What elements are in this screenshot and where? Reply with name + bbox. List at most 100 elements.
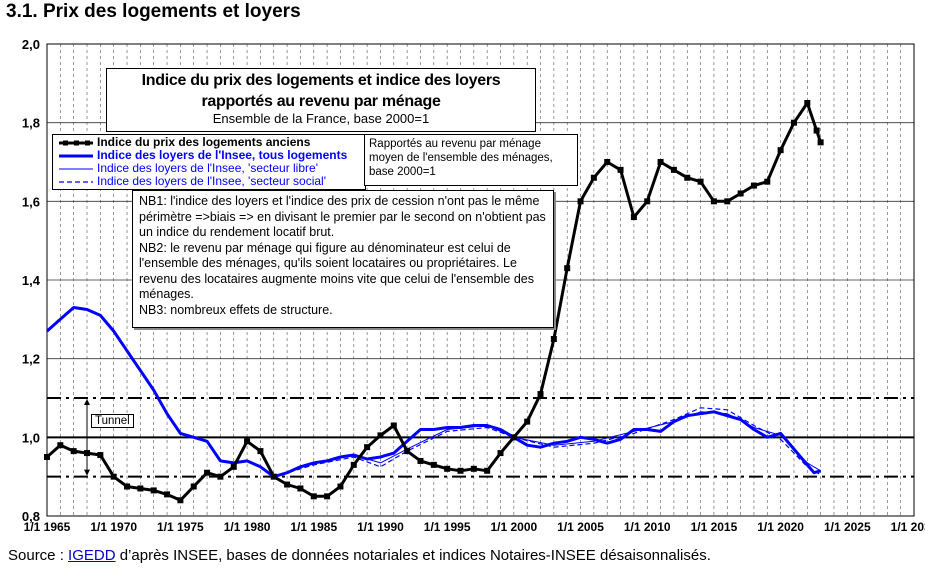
data-point-prix xyxy=(764,178,771,185)
data-point-prix xyxy=(364,444,371,451)
source-link[interactable]: IGEDD xyxy=(68,547,116,564)
data-point-prix xyxy=(190,483,197,490)
x-tick-label: 1/1 2015 xyxy=(691,520,738,534)
data-point-prix xyxy=(137,485,144,492)
series-line-3 xyxy=(273,407,821,478)
data-point-prix xyxy=(684,174,691,181)
source-prefix: Source : xyxy=(8,547,69,564)
data-point-prix xyxy=(44,454,50,460)
data-point-prix xyxy=(657,159,664,165)
data-point-prix xyxy=(550,336,557,342)
x-tick-label: 1/1 1975 xyxy=(157,520,204,534)
x-tick-label: 1/1 2000 xyxy=(490,520,537,534)
data-point-prix xyxy=(310,493,317,500)
data-point-prix xyxy=(670,166,677,173)
x-tick-label: 1/1 1995 xyxy=(424,520,471,534)
data-point-prix xyxy=(470,465,477,472)
chart-title-box: Indice du prix des logements et indice d… xyxy=(106,68,536,132)
source-note: Source : IGEDD d’après INSEE, bases de d… xyxy=(8,547,711,564)
data-point-prix xyxy=(244,438,251,445)
chart-title-line3: Ensemble de la France, base 2000=1 xyxy=(212,111,430,126)
tunnel-arrow-head-up xyxy=(84,399,90,405)
legend: Indice du prix des logements anciens Ind… xyxy=(52,134,366,190)
data-point-prix xyxy=(444,465,451,472)
data-point-prix xyxy=(57,442,64,449)
data-point-prix xyxy=(257,448,264,455)
source-suffix: d’après INSEE, bases de données notarial… xyxy=(115,547,711,564)
legend-swatch-libre xyxy=(59,168,93,170)
data-point-prix xyxy=(110,473,117,480)
data-point-prix xyxy=(644,198,651,205)
data-point-prix xyxy=(813,127,820,134)
data-point-prix xyxy=(404,448,411,455)
data-point-prix xyxy=(484,467,491,474)
x-tick-label: 1/1 2010 xyxy=(624,520,671,534)
data-point-prix xyxy=(430,461,437,468)
x-tick-label: 1/1 2025 xyxy=(824,520,871,534)
x-tick-label: 1/1 1985 xyxy=(290,520,337,534)
data-point-prix xyxy=(390,422,397,429)
y-tick-label: 1,2 xyxy=(22,352,40,367)
data-point-prix xyxy=(377,432,384,439)
tunnel-arrow-head-down xyxy=(84,469,90,476)
data-point-prix xyxy=(510,434,517,441)
data-point-prix xyxy=(790,119,797,126)
legend-swatch-loyers xyxy=(59,154,93,158)
data-point-prix xyxy=(297,485,304,492)
data-point-prix xyxy=(577,198,584,205)
notes-box: NB1: l'indice des loyers et l'indice des… xyxy=(132,190,554,328)
y-tick-label: 1,0 xyxy=(22,430,40,445)
plot-frame xyxy=(46,43,915,517)
x-tick-label: 1/1 2020 xyxy=(757,520,804,534)
data-point-prix xyxy=(617,166,624,173)
y-tick-label: 1,6 xyxy=(22,194,40,209)
data-point-prix xyxy=(337,483,344,490)
data-point-prix xyxy=(524,418,531,425)
data-point-prix xyxy=(164,491,171,498)
y-tick-label: 2,0 xyxy=(22,37,40,52)
tunnel-label: Tunnel xyxy=(91,414,134,428)
data-point-prix xyxy=(417,457,424,464)
data-point-prix xyxy=(604,159,611,165)
x-tick-label: 1/1 2030 xyxy=(891,520,925,534)
data-point-prix xyxy=(750,182,757,189)
data-point-prix xyxy=(350,461,357,468)
x-tick-label: 1/1 2005 xyxy=(557,520,604,534)
data-point-prix xyxy=(710,198,717,205)
note-revenu: Rapportés au revenu par ménage moyen de … xyxy=(364,134,578,186)
x-tick-label: 1/1 1970 xyxy=(90,520,137,534)
data-point-prix xyxy=(70,448,77,455)
data-point-prix xyxy=(457,467,464,474)
data-point-prix xyxy=(590,174,597,181)
data-point-prix xyxy=(697,178,704,185)
data-point-prix xyxy=(270,473,277,480)
series-line-2 xyxy=(273,411,821,478)
data-point-prix xyxy=(324,493,331,500)
data-point-prix xyxy=(124,483,131,490)
page-title: 3.1. Prix des logements et loyers xyxy=(6,1,301,22)
data-point-prix xyxy=(84,450,91,457)
x-tick-label: 1/1 1980 xyxy=(224,520,271,534)
data-point-prix xyxy=(724,198,731,205)
y-tick-label: 0,8 xyxy=(22,509,40,524)
data-point-prix xyxy=(777,147,784,154)
chart-title-line2: rapportés au revenu par ménage xyxy=(201,93,441,110)
note-nb1: NB1: l'indice des loyers et l'indice des… xyxy=(139,194,546,239)
data-point-prix xyxy=(537,391,544,398)
data-point-prix xyxy=(284,481,291,488)
legend-label-prix: Indice du prix des logements anciens xyxy=(97,135,311,149)
data-point-prix xyxy=(804,100,811,106)
legend-label-loyers: Indice des loyers de l'Insee, tous logem… xyxy=(97,148,348,162)
note-nb2: NB2: le revenu par ménage qui figure au … xyxy=(139,240,534,302)
legend-label-social: Indice des loyers de l'Insee, 'secteur s… xyxy=(97,174,326,188)
data-point-prix xyxy=(150,487,157,494)
data-point-prix xyxy=(97,452,104,459)
data-point-prix xyxy=(204,469,211,476)
x-tick-label: 1/1 1990 xyxy=(357,520,404,534)
data-point-prix xyxy=(497,450,504,457)
data-point-prix xyxy=(564,265,571,272)
legend-label-libre: Indice des loyers de l'Insee, 'secteur l… xyxy=(97,161,318,175)
data-point-prix xyxy=(817,139,824,146)
data-point-prix xyxy=(230,463,237,470)
note-nb3: NB3: nombreux effets de structure. xyxy=(139,302,333,317)
